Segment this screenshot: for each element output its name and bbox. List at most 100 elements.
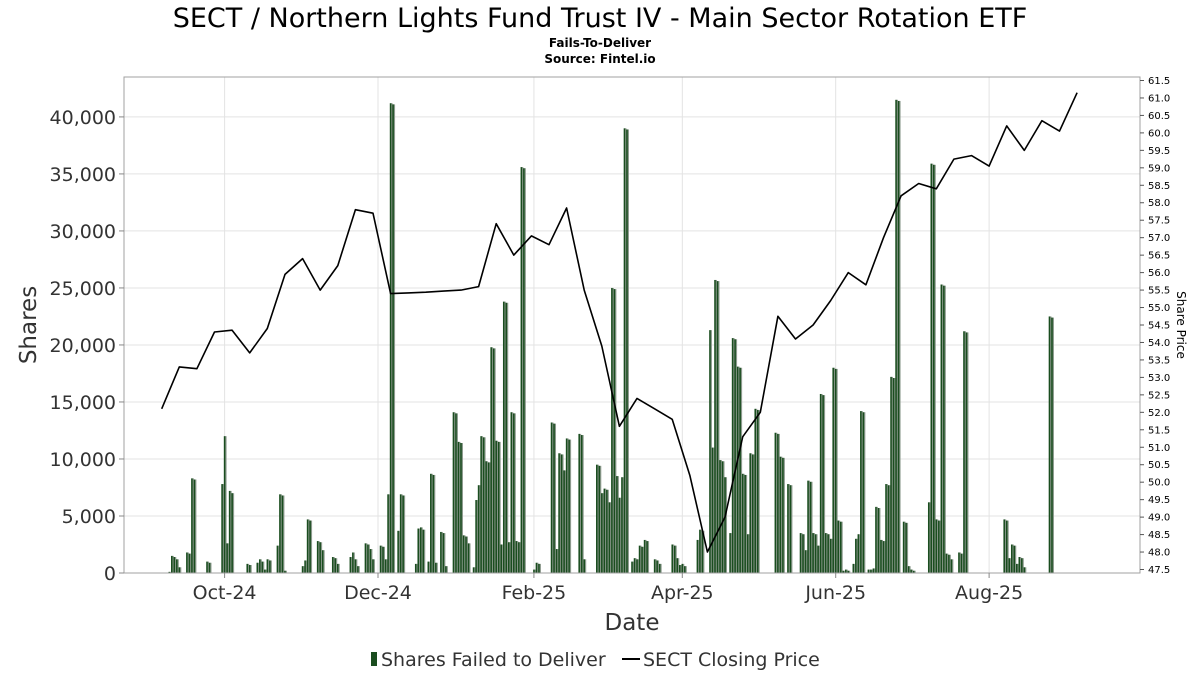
fails-bar-shadow [775, 432, 778, 573]
y2-tick-label: 54.0 [1148, 338, 1170, 349]
fails-bar [611, 287, 613, 573]
fails-bar [349, 557, 352, 573]
fails-bar-shadow [720, 460, 722, 573]
fails-bar-shadow [403, 495, 406, 573]
fails-bar [623, 128, 626, 573]
fails-bar-shadow [494, 348, 496, 573]
fails-bar [829, 538, 832, 573]
y2-tick-label: 52.0 [1148, 408, 1170, 419]
fails-bar [269, 560, 271, 573]
fails-bar [1015, 563, 1018, 573]
fails-bar [847, 570, 850, 573]
fails-bar [739, 367, 741, 573]
fails-bar [754, 408, 757, 573]
fails-bar [842, 570, 845, 573]
fails-bar-shadow [277, 545, 280, 573]
fails-bar-shadow [491, 347, 494, 573]
fails-bar-shadow [934, 164, 936, 573]
fails-bar [880, 539, 882, 573]
fails-bar-shadow [881, 539, 883, 573]
fails-bar [837, 520, 839, 573]
fails-bar [193, 479, 196, 573]
fails-bar [857, 534, 860, 573]
y-tick-label: 10,000 [50, 449, 116, 471]
fails-bar-shadow [810, 481, 813, 573]
fails-bar-shadow [320, 542, 323, 573]
fails-bar [231, 493, 233, 573]
fails-bar [606, 489, 608, 573]
fails-bar-shadow [551, 422, 554, 573]
fails-bar [334, 558, 337, 573]
fails-bar-shadow [826, 533, 828, 573]
fails-bar [510, 412, 513, 573]
fails-bar-shadow [308, 519, 310, 573]
fails-bar [186, 552, 188, 573]
fails-bar [679, 565, 681, 573]
y2-tick-label: 57.0 [1148, 233, 1170, 244]
y-axis-left: 0 5,000 10,000 15,000 20,000 25,000 30,000 35,0… [50, 107, 124, 585]
fails-bar-shadow [634, 558, 637, 573]
legend-label-bars: Shares Failed to Deliver [381, 649, 606, 671]
fails-bar-shadow [481, 436, 484, 573]
fails-bar-shadow [883, 541, 886, 573]
fails-bar [596, 464, 598, 573]
fails-bar [261, 561, 264, 573]
price-line-layer [160, 92, 1078, 553]
fails-bar-shadow [959, 552, 961, 573]
fails-bar [729, 533, 731, 573]
fails-bar-shadow [189, 553, 192, 573]
fails-bar-shadow [461, 443, 463, 573]
fails-bar [636, 559, 638, 573]
fails-bar [472, 567, 475, 573]
fails-bar-shadow [939, 520, 941, 573]
fails-bar-shadow [748, 534, 750, 573]
fails-bar-shadow [350, 557, 353, 573]
fails-bar [500, 544, 503, 573]
fails-bar [354, 559, 357, 573]
fails-bar [844, 569, 847, 573]
fails-bar-shadow [441, 531, 443, 573]
fails-bar-shadow [904, 521, 906, 573]
fails-bar-shadow [624, 128, 627, 573]
y2-tick-label: 61.5 [1148, 76, 1170, 87]
fails-bar-shadow [753, 454, 755, 573]
fails-bar-shadow [878, 508, 881, 573]
fails-bar-shadow [730, 533, 733, 573]
fails-bar [809, 481, 812, 573]
fails-bar [613, 289, 616, 573]
fails-bar [716, 281, 719, 573]
fails-bar-shadow [846, 569, 848, 573]
fails-bar-shadow [323, 550, 325, 573]
fails-bar-shadow [823, 395, 826, 573]
fails-bar-shadow [871, 569, 873, 573]
y2-tick-label: 53.5 [1148, 355, 1170, 366]
fails-bar-shadow [257, 562, 260, 573]
y2-tick-label: 49.0 [1148, 513, 1170, 524]
fails-bar [279, 494, 281, 573]
fails-bar [482, 437, 485, 573]
fails-bar-shadow [428, 561, 431, 573]
fails-bar-shadow [534, 569, 536, 573]
fails-bar [553, 423, 555, 573]
y2-tick-label: 48.5 [1148, 530, 1170, 541]
fails-bar-shadow [1052, 317, 1054, 573]
fails-bar [1003, 519, 1005, 573]
fails-bar-shadow [700, 529, 702, 573]
fails-bar [168, 571, 171, 573]
fails-bar [608, 502, 611, 573]
fails-bar-shadow [828, 534, 831, 573]
fails-bar-shadow [1017, 563, 1019, 573]
fails-bar [518, 542, 520, 573]
fails-bar [558, 453, 560, 573]
fails-bar [643, 539, 646, 573]
fails-bar-shadow [514, 413, 516, 573]
fails-bar-shadow [524, 168, 526, 573]
fails-bar-shadow [599, 465, 602, 573]
y2-tick-label: 61.0 [1148, 93, 1170, 104]
x-tick-label: Aug-25 [955, 582, 1023, 604]
fails-bar [502, 301, 505, 573]
fails-bar-shadow [966, 332, 969, 573]
fails-bar [938, 520, 940, 573]
fails-bar [658, 563, 661, 573]
